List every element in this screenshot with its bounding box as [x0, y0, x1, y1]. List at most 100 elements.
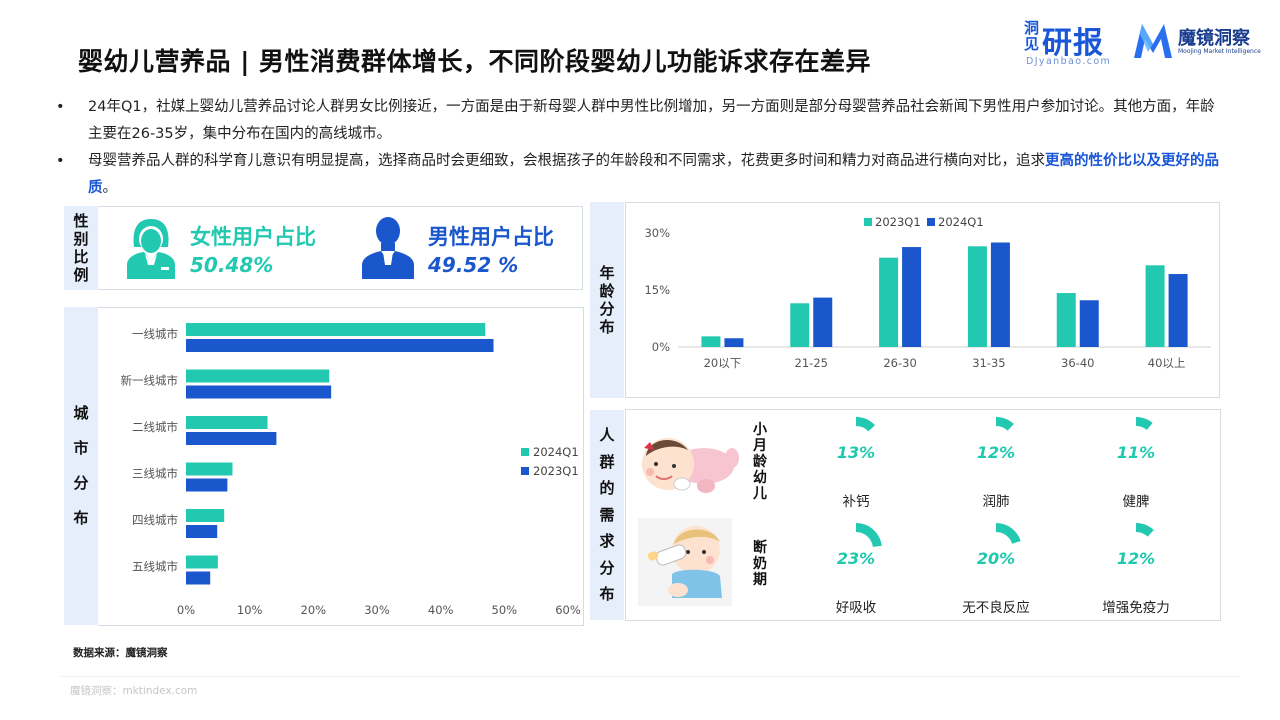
- moojing-m-icon: [1134, 24, 1172, 58]
- age-section-label: 年龄分布: [590, 202, 624, 398]
- needs-panel: 小月龄幼儿 断奶期 13% 补钙 12% 润肺 11% 健脾 23% 好吸收 20% 无不良反应 1…: [625, 409, 1221, 621]
- gauge-need-name: 健脾: [1122, 494, 1150, 510]
- city-bar-2024Q1: [186, 323, 486, 336]
- age-bar-chart: 0% 15% 30% 20以下 21-25 26-30 31-35 36-40 40以上 2023…: [644, 215, 1211, 370]
- age-legend-label: 2023Q1: [875, 215, 921, 229]
- gauge-arc-fill: [1136, 417, 1153, 430]
- age-bar-2023Q1: [967, 246, 987, 347]
- gauge-arc-fill: [996, 417, 1014, 431]
- female-label: 女性用户占比: [190, 225, 316, 249]
- city-bar-2024Q1: [186, 462, 233, 476]
- age-bar-2024Q1: [990, 242, 1010, 347]
- city-chart-panel: 一线城市新一线城市二线城市三线城市四线城市五线城市 0% 10% 20% 30% 40% 5…: [98, 307, 584, 626]
- city-category-label: 五线城市: [132, 560, 178, 574]
- city-category-label: 新一线城市: [121, 374, 179, 388]
- city-bar-2024Q1: [186, 416, 268, 429]
- city-legend-swatch: [521, 448, 529, 456]
- gender-panel: 女性用户占比 50.48% 男性用户占比 49.52 %: [98, 206, 583, 290]
- city-category-label: 一线城市: [132, 327, 178, 341]
- logo-prefix: 洞见: [1024, 19, 1040, 53]
- bullet-1-text: 24年Q1，社媒上婴幼儿营养品讨论人群男女比例接近，一方面是由于新母婴人群中男性…: [88, 99, 1215, 142]
- age-y-tick: 15%: [644, 283, 670, 297]
- city-bar-2024Q1: [186, 369, 330, 383]
- male-ratio: 男性用户占比 49.52 %: [428, 221, 554, 277]
- age-chart-panel: 0% 15% 30% 20以下 21-25 26-30 31-35 36-40 40以上 2023…: [625, 202, 1220, 398]
- city-x-tick: 10%: [237, 603, 263, 617]
- age-category-label: 36-40: [1061, 356, 1094, 370]
- age-bar-2023Q1: [1145, 265, 1165, 347]
- moojing-logo: 魔镜洞察 Moojing Market Intelligence: [1132, 20, 1262, 64]
- age-bar-2024Q1: [902, 247, 922, 347]
- city-bar-2023Q1: [186, 525, 218, 538]
- gauge-arc-fill: [1136, 523, 1154, 537]
- gauge-percentage: 11%: [1116, 443, 1156, 462]
- age-legend-swatch: [864, 218, 872, 226]
- city-bar-2024Q1: [186, 555, 218, 569]
- gender-section-label: 性别比例: [64, 206, 98, 290]
- city-x-tick: 20%: [301, 603, 327, 617]
- age-category-label: 20以下: [704, 356, 742, 370]
- city-category-label: 四线城市: [132, 513, 178, 527]
- female-user-icon: [127, 219, 175, 279]
- city-x-tick: 0%: [177, 603, 195, 617]
- city-legend-label: 2024Q1: [533, 445, 579, 459]
- age-category-label: 26-30: [883, 356, 916, 370]
- city-x-tick: 40%: [428, 603, 454, 617]
- gauge-arc: [1136, 523, 1154, 537]
- age-bar-2023Q1: [879, 257, 899, 347]
- data-source-note: 数据来源：魔镜洞察: [73, 647, 168, 659]
- age-bar-2024Q1: [1079, 300, 1099, 347]
- age-bar-2023Q1: [1056, 293, 1076, 347]
- crawling-baby-illustration: [642, 438, 739, 493]
- gauge-percentage: 13%: [836, 443, 876, 462]
- city-bar-2023Q1: [186, 571, 211, 585]
- city-x-tick: 30%: [364, 603, 390, 617]
- needs-row-label-weaning: 断奶期: [753, 540, 767, 588]
- city-bar-2024Q1: [186, 509, 225, 522]
- age-legend-swatch: [927, 218, 935, 226]
- city-category-label: 三线城市: [132, 467, 178, 481]
- gauge-percentage: 12%: [976, 443, 1016, 462]
- age-category-label: 40以上: [1148, 356, 1186, 370]
- age-bar-2023Q1: [790, 303, 810, 347]
- city-legend-swatch: [521, 467, 529, 475]
- footer-text: 魔镜洞察：mktindex.com: [70, 685, 198, 697]
- gauge-need-name: 润肺: [982, 494, 1010, 510]
- moojing-tagline: Moojing Market Intelligence: [1178, 48, 1261, 55]
- bullet-2-highlight: 更高的性价比以及更好的品质: [88, 153, 1219, 196]
- page-title: 婴幼儿营养品 | 男性消费群体增长，不同阶段婴幼儿功能诉求存在差异: [78, 47, 872, 76]
- city-bar-2023Q1: [186, 385, 332, 399]
- logo-main-text: 研报: [1042, 26, 1104, 61]
- age-bar-2024Q1: [724, 338, 744, 347]
- logo-subtext: DJyanbao.com: [1026, 56, 1112, 67]
- bullet-2-text-after: 。: [102, 180, 118, 196]
- gauge-arc: [856, 417, 875, 432]
- gauge-need-name: 好吸收: [835, 600, 877, 616]
- djyanbao-logo: 洞见 研报 DJyanbao.com: [1024, 18, 1116, 68]
- city-category-label: 二线城市: [132, 420, 178, 434]
- female-value: 50.48%: [190, 253, 274, 277]
- age-bar-2023Q1: [701, 336, 721, 347]
- bullet-dot: •: [56, 153, 65, 169]
- age-legend-label: 2024Q1: [938, 215, 984, 229]
- age-bar-2024Q1: [813, 297, 833, 347]
- age-bar-2024Q1: [1168, 274, 1188, 347]
- female-ratio: 女性用户占比 50.48%: [190, 221, 316, 277]
- male-user-icon: [362, 217, 414, 279]
- bullet-dot: •: [56, 99, 65, 115]
- city-x-tick: 50%: [492, 603, 518, 617]
- needs-section-label: 人群的需求分布: [590, 410, 624, 620]
- gauge-arc-fill: [856, 523, 882, 547]
- bullet-2-text-before: 母婴营养品人群的科学育儿意识有明显提高，选择商品时会更细致，会根据孩子的年龄段和…: [88, 153, 1045, 169]
- gauge-arc-fill: [856, 417, 875, 432]
- city-legend-label: 2023Q1: [533, 464, 579, 478]
- city-bar-2023Q1: [186, 339, 494, 352]
- needs-row-label-infant: 小月龄幼儿: [753, 422, 767, 502]
- age-category-label: 21-25: [795, 356, 828, 370]
- city-section-label: 城市分布: [64, 307, 98, 625]
- bottle-baby-illustration: [638, 518, 732, 606]
- gauge-need-name: 增强免疫力: [1102, 600, 1170, 616]
- gauge-need-name: 补钙: [842, 494, 870, 510]
- moojing-name: 魔镜洞察: [1178, 28, 1250, 49]
